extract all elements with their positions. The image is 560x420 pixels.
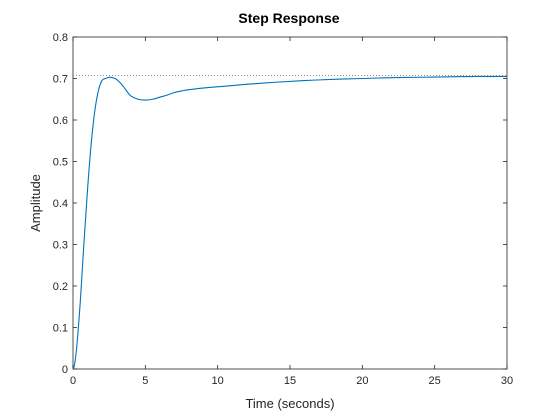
tick-labels: 0 5 10 15 20 25 30 0 0.1 0.2 0.3 0.4 0.5 0.6 0.7 0.8 (53, 32, 513, 387)
axis-ticks (72, 36, 508, 370)
y-tick-label: 0.8 (53, 32, 68, 44)
y-tick-label: 0.1 (53, 323, 68, 335)
y-tick-label: 0.7 (53, 74, 68, 86)
y-axis-label: Amplitude (28, 174, 43, 232)
y-tick-label: 0.4 (53, 198, 68, 210)
y-tick-label: 0.5 (53, 157, 68, 169)
x-tick-label: 25 (429, 375, 441, 387)
y-tick-label: 0.3 (53, 240, 68, 252)
series-line (72, 75, 508, 370)
plot-area (72, 36, 508, 370)
x-tick-label: 15 (284, 375, 296, 387)
y-tick-label: 0.6 (53, 115, 68, 127)
y-tick-label: 0.2 (53, 281, 68, 293)
x-tick-label: 0 (70, 375, 76, 387)
y-tick-label: 0 (62, 364, 68, 376)
chart-title: Step Response (238, 10, 339, 26)
x-tick-label: 20 (356, 375, 368, 387)
x-tick-label: 10 (212, 375, 224, 387)
x-tick-label: 30 (501, 375, 513, 387)
x-axis-label: Time (seconds) (245, 396, 334, 411)
x-tick-label: 5 (142, 375, 148, 387)
